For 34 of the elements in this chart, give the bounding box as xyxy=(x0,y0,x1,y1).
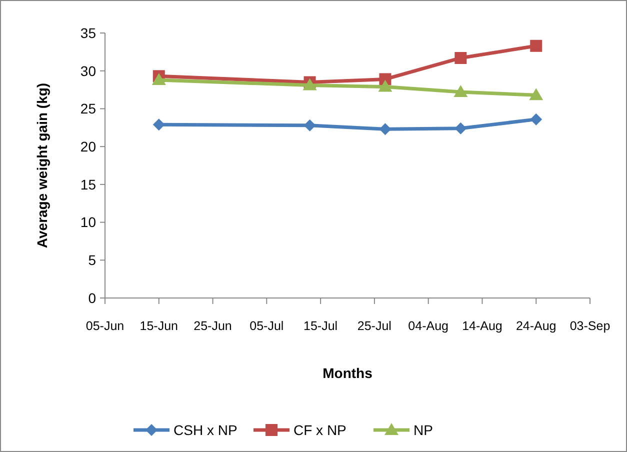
x-axis-title: Months xyxy=(322,365,373,381)
x-tick-label: 25-Jul xyxy=(357,319,392,333)
x-tick-label: 15-Jun xyxy=(140,319,178,333)
point xyxy=(454,52,467,64)
point xyxy=(152,72,166,85)
x-tick-label: 24-Aug xyxy=(516,319,556,333)
y-axis-title: Average weight gain (kg) xyxy=(34,82,50,248)
y-tick-label: 25 xyxy=(80,100,96,117)
legend-label: CSH x NP xyxy=(174,422,238,438)
x-tick-label: 05-Jun xyxy=(86,319,124,333)
point xyxy=(529,88,544,100)
legend-label: NP xyxy=(414,422,433,438)
x-tick-label: 25-Jun xyxy=(194,319,232,333)
x-tick-label: 05-Jul xyxy=(250,319,284,333)
y-tick-label: 30 xyxy=(80,62,96,79)
point xyxy=(304,119,316,132)
point xyxy=(454,85,468,98)
x-tick-label: 04-Aug xyxy=(408,319,449,333)
x-tick-label: 15-Jul xyxy=(304,319,338,333)
y-tick-label: 0 xyxy=(88,290,96,306)
y-tick-label: 5 xyxy=(88,252,96,268)
point xyxy=(378,80,392,92)
y-tick-label: 10 xyxy=(80,214,96,230)
x-tick-label: 14-Aug xyxy=(462,319,502,333)
point xyxy=(530,113,542,126)
legend-label: CF x NP xyxy=(294,422,346,438)
point xyxy=(530,40,542,52)
y-tick-label: 15 xyxy=(80,176,96,192)
point xyxy=(379,123,392,136)
x-tick-label: 03-Sep xyxy=(570,319,610,333)
y-tick-label: 20 xyxy=(80,138,96,154)
point xyxy=(152,118,165,131)
point xyxy=(454,122,467,134)
y-tick-label: 35 xyxy=(80,24,96,41)
